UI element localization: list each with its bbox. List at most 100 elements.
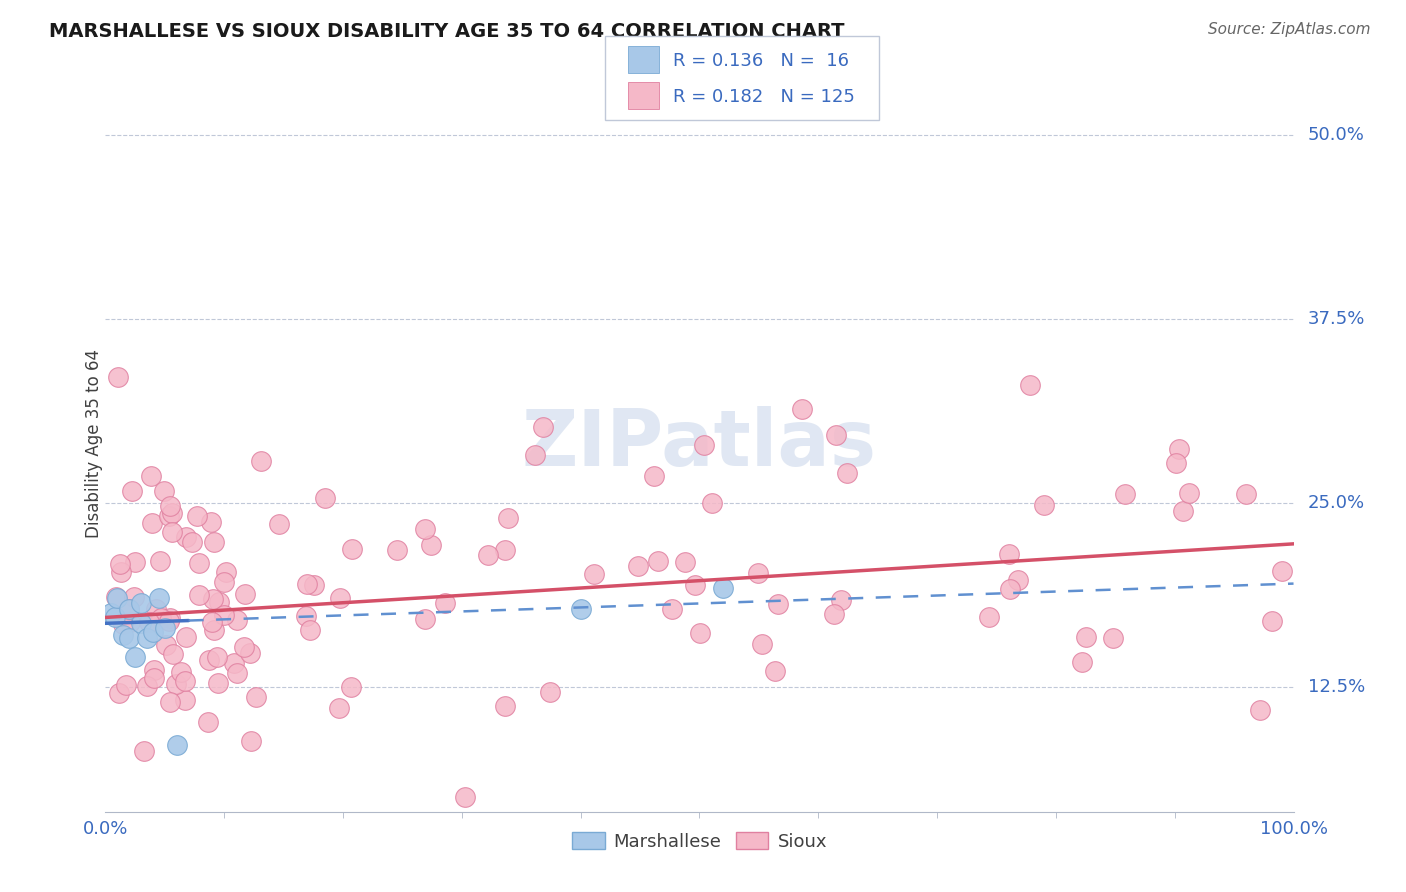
Point	[124, 590, 146, 604]
Point	[434, 596, 457, 610]
Point	[162, 525, 184, 540]
Point	[112, 617, 135, 632]
Point	[121, 484, 143, 499]
Point	[159, 500, 181, 514]
Point	[689, 625, 711, 640]
Point	[145, 602, 167, 616]
Point	[415, 612, 437, 626]
Point	[120, 615, 142, 629]
Point	[165, 677, 187, 691]
Text: Source: ZipAtlas.com: Source: ZipAtlas.com	[1208, 22, 1371, 37]
Text: 50.0%: 50.0%	[1308, 126, 1365, 144]
Point	[1114, 487, 1136, 501]
Text: 12.5%: 12.5%	[1308, 678, 1365, 696]
Point	[202, 592, 225, 607]
Point	[340, 680, 363, 694]
Y-axis label: Disability Age 35 to 64: Disability Age 35 to 64	[86, 350, 103, 538]
Point	[200, 515, 222, 529]
Point	[340, 541, 363, 556]
Point	[180, 534, 202, 549]
Point	[295, 608, 318, 623]
Point	[569, 601, 592, 615]
Point	[141, 516, 163, 530]
Point	[269, 516, 291, 531]
Point	[295, 577, 318, 591]
Point	[245, 690, 267, 705]
Point	[747, 566, 769, 581]
Text: 37.5%: 37.5%	[1308, 310, 1365, 327]
Point	[162, 647, 184, 661]
Point	[174, 530, 197, 544]
Point	[693, 438, 716, 452]
Point	[110, 566, 132, 580]
Text: 25.0%: 25.0%	[1308, 493, 1365, 512]
Point	[202, 534, 225, 549]
Point	[105, 590, 128, 604]
Point	[100, 606, 122, 620]
Point	[198, 653, 221, 667]
Point	[1101, 631, 1123, 645]
Point	[673, 556, 696, 570]
Point	[299, 623, 322, 637]
Point	[124, 555, 146, 569]
Point	[174, 692, 197, 706]
Point	[419, 538, 441, 552]
Point	[166, 739, 188, 753]
Point	[173, 673, 195, 688]
Point	[143, 663, 166, 677]
Point	[148, 591, 170, 606]
Point	[124, 650, 146, 665]
Point	[205, 649, 228, 664]
Point	[160, 506, 183, 520]
Point	[700, 496, 723, 510]
Point	[153, 483, 176, 498]
Point	[477, 549, 499, 563]
Point	[494, 698, 516, 713]
Point	[226, 666, 249, 681]
Point	[385, 543, 408, 558]
Point	[643, 468, 665, 483]
Point	[792, 401, 814, 416]
Point	[314, 491, 336, 505]
Point	[1168, 442, 1191, 456]
Point	[523, 448, 546, 462]
Point	[226, 613, 249, 627]
Point	[188, 557, 211, 571]
Point	[118, 602, 141, 616]
Point	[202, 623, 225, 637]
Point	[159, 611, 181, 625]
Point	[138, 615, 160, 629]
Point	[250, 454, 273, 468]
Point	[824, 427, 846, 442]
Point	[233, 640, 256, 654]
Point	[454, 790, 477, 805]
Point	[112, 628, 135, 642]
Point	[531, 420, 554, 434]
Point	[302, 578, 325, 592]
Point	[170, 665, 193, 680]
Point	[141, 468, 163, 483]
Point	[208, 594, 231, 608]
Point	[1234, 487, 1257, 501]
Point	[174, 631, 197, 645]
Point	[837, 467, 859, 481]
Point	[108, 557, 131, 571]
Text: ZIPatlas: ZIPatlas	[522, 406, 877, 482]
Point	[1071, 655, 1094, 669]
Point	[118, 601, 141, 615]
Point	[186, 509, 208, 524]
Point	[763, 665, 786, 679]
Point	[129, 596, 152, 610]
Point	[1166, 456, 1188, 470]
Point	[212, 607, 235, 622]
Point	[329, 591, 352, 605]
Point	[105, 591, 128, 606]
Point	[107, 370, 129, 384]
Point	[1171, 504, 1194, 518]
Point	[153, 621, 176, 635]
Point	[207, 676, 229, 690]
Point	[150, 611, 173, 625]
Point	[134, 744, 156, 758]
Point	[683, 578, 706, 592]
Point	[711, 581, 734, 595]
